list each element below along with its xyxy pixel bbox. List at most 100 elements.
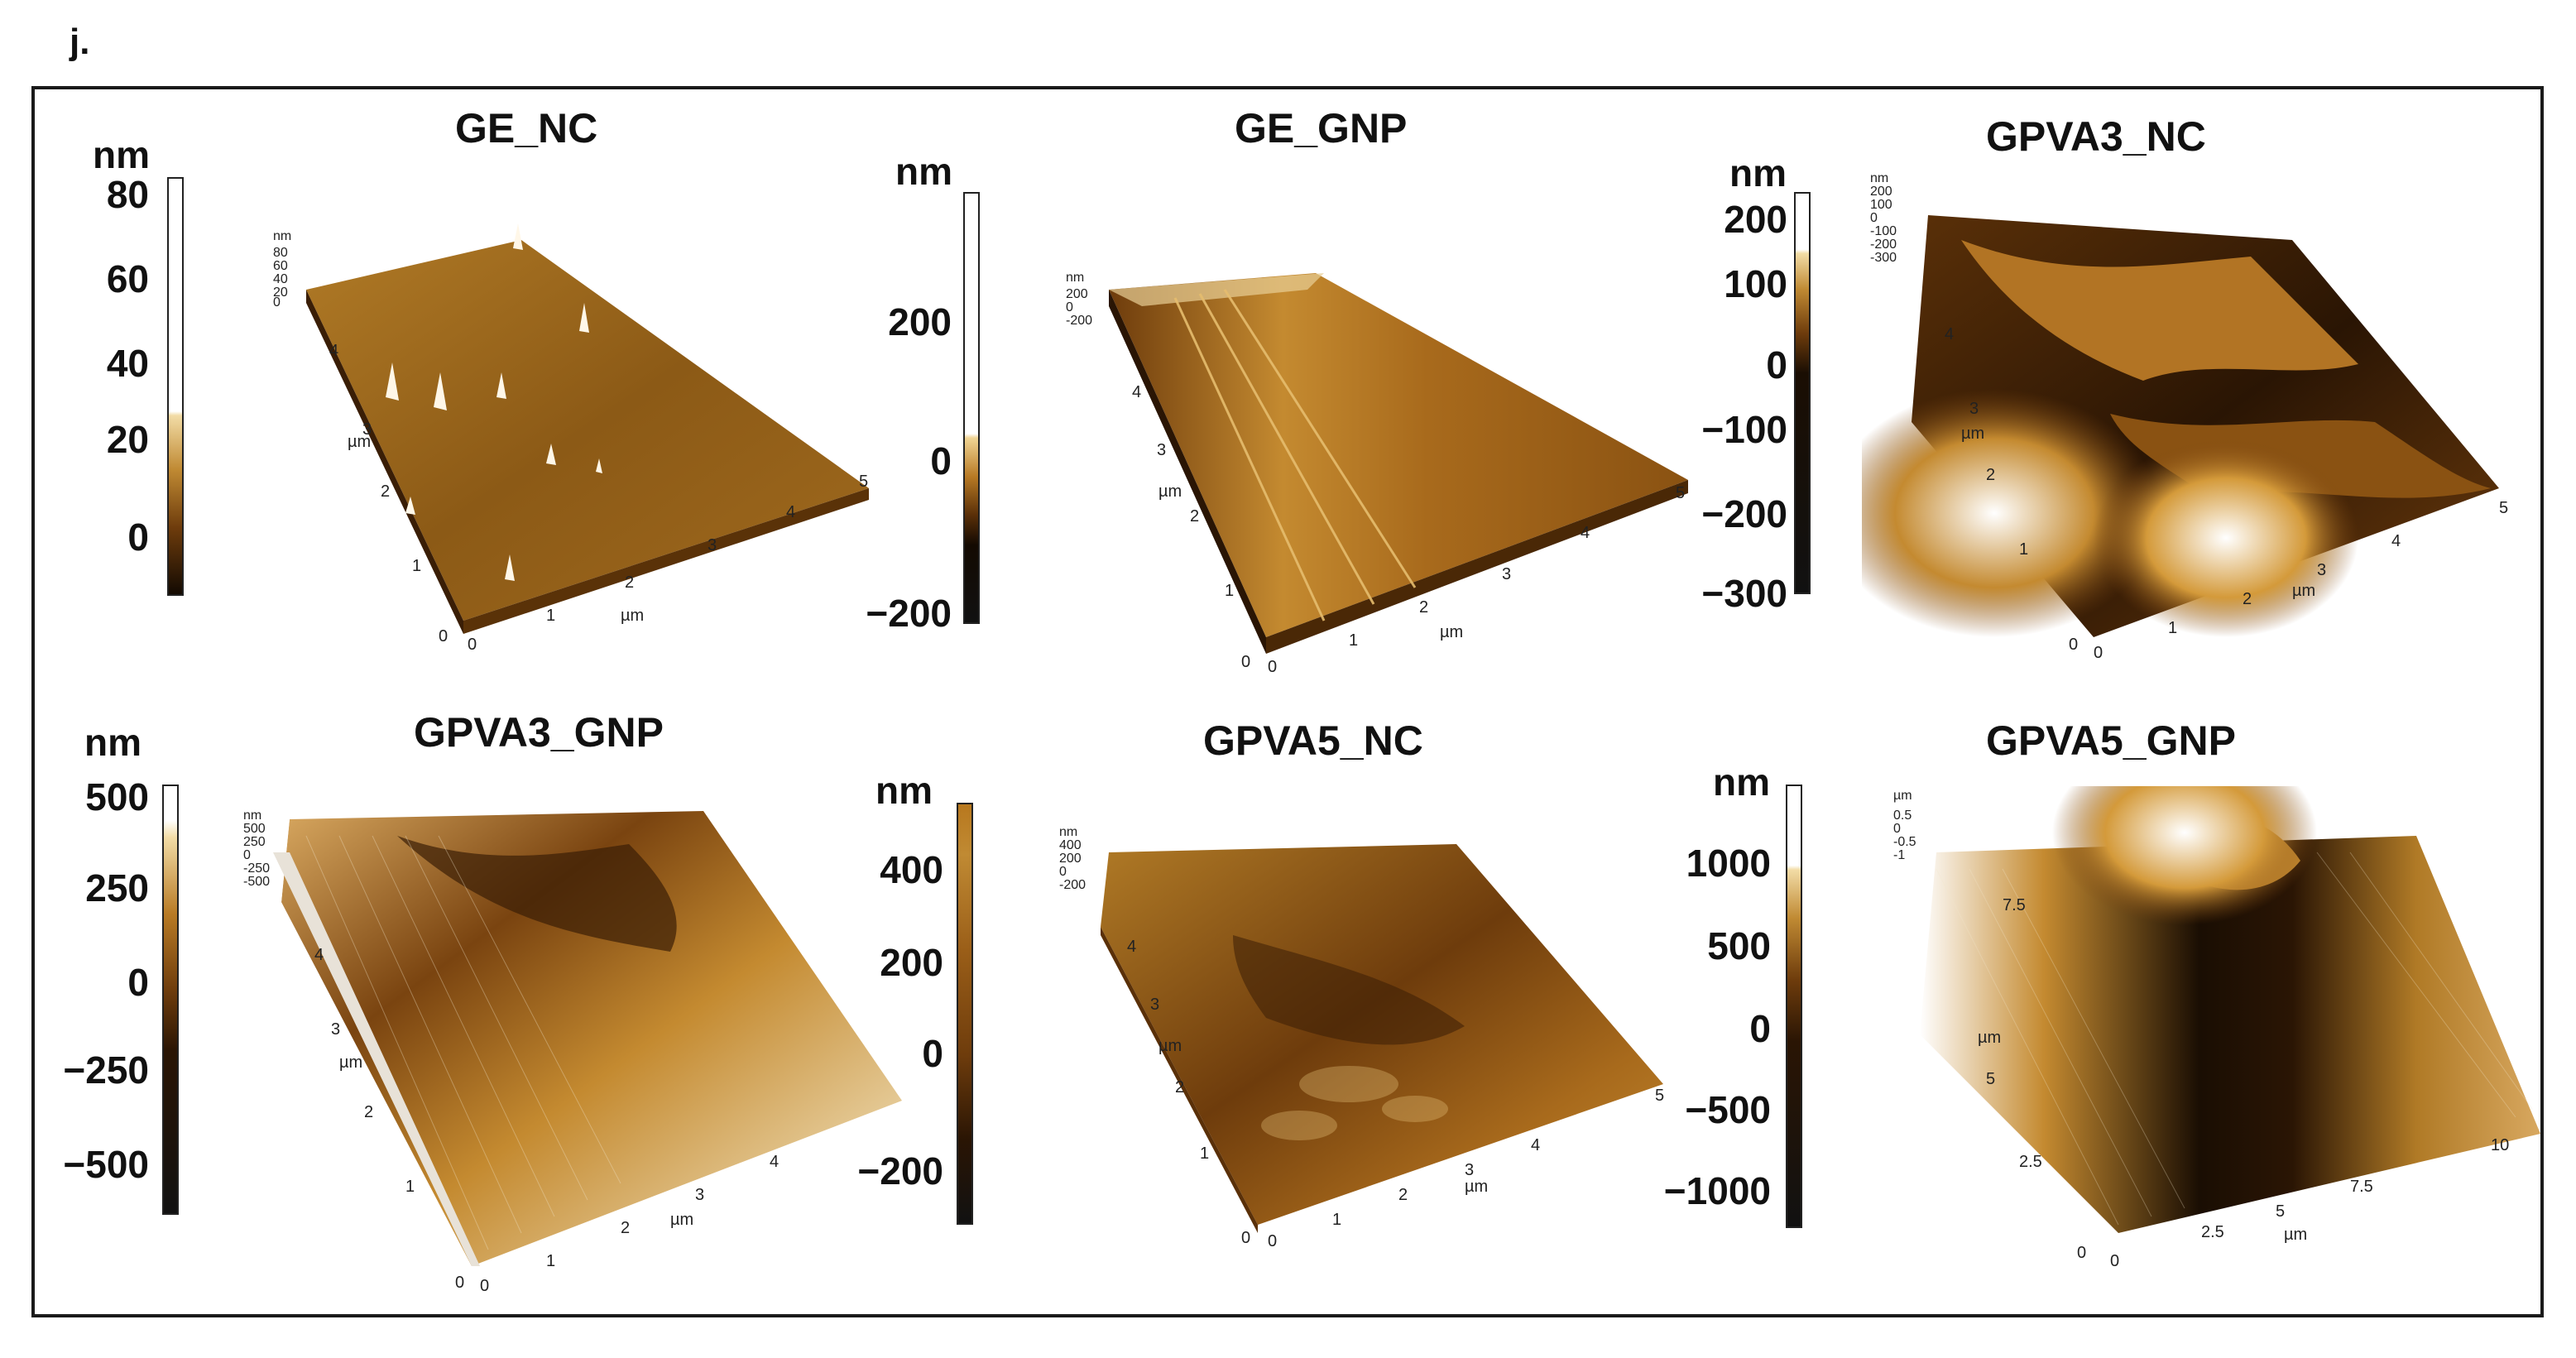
svg-text:0: 0 — [1268, 658, 1277, 676]
svg-text:µm: µm — [348, 433, 371, 451]
svg-text:4: 4 — [314, 946, 324, 964]
svg-text:1: 1 — [405, 1178, 415, 1196]
svg-text:0: 0 — [468, 636, 477, 654]
svg-text:4: 4 — [1531, 1136, 1540, 1154]
svg-text:1: 1 — [1225, 582, 1234, 600]
colorbar-tick: −200 — [1701, 492, 1787, 535]
svg-text:2.5: 2.5 — [2019, 1153, 2042, 1171]
svg-text:1: 1 — [2168, 619, 2177, 637]
svg-text:3: 3 — [1157, 441, 1166, 459]
svg-text:2: 2 — [2243, 590, 2252, 608]
svg-text:2.5: 2.5 — [2201, 1223, 2224, 1241]
svg-text:nm: nm — [273, 229, 291, 243]
colorbar-tick: 100 — [1724, 262, 1787, 305]
svg-text:µm: µm — [1961, 425, 1984, 443]
svg-text:5: 5 — [859, 473, 868, 491]
svg-text:0: 0 — [2069, 636, 2078, 654]
svg-text:1: 1 — [1332, 1211, 1341, 1229]
colorbar-tick: −100 — [1701, 408, 1787, 451]
svg-text:5: 5 — [2499, 499, 2508, 517]
svg-text:µm: µm — [621, 607, 644, 625]
svg-text:10: 10 — [2491, 1136, 2509, 1154]
svg-text:1: 1 — [1200, 1144, 1209, 1163]
colorbar-tick: 200 — [888, 300, 952, 343]
svg-text:4: 4 — [329, 342, 338, 360]
svg-text:µm: µm — [1978, 1029, 2001, 1047]
svg-text:µm: µm — [2284, 1226, 2307, 1244]
svg-text:-300: -300 — [1870, 251, 1897, 265]
svg-text:0: 0 — [480, 1277, 489, 1295]
svg-text:-0.5: -0.5 — [1893, 835, 1916, 849]
svg-text:0: 0 — [1241, 653, 1250, 671]
svg-text:-500: -500 — [243, 875, 270, 889]
colorbar-tick: 400 — [880, 848, 943, 891]
svg-text:3: 3 — [1150, 996, 1159, 1014]
colorbar-tick: 500 — [1707, 924, 1771, 967]
svg-text:-200: -200 — [1066, 314, 1092, 328]
svg-text:4: 4 — [770, 1153, 779, 1171]
svg-text:2: 2 — [381, 482, 390, 501]
svg-text:1: 1 — [1349, 631, 1358, 650]
svg-text:0: 0 — [1059, 865, 1067, 879]
svg-text:400: 400 — [1059, 838, 1082, 852]
svg-text:3: 3 — [1969, 400, 1979, 418]
svg-text:0: 0 — [2110, 1252, 2119, 1270]
colorbar-tick: 250 — [85, 866, 149, 909]
svg-text:250: 250 — [243, 835, 266, 849]
colorbar — [1794, 192, 1811, 594]
colorbar-tick: −1000 — [1663, 1169, 1771, 1212]
svg-text:nm: nm — [1870, 171, 1888, 185]
svg-text:60: 60 — [273, 259, 288, 273]
svg-text:2: 2 — [621, 1219, 630, 1237]
svg-text:3: 3 — [708, 536, 717, 554]
colorbar-tick: 0 — [1749, 1007, 1771, 1050]
colorbar-tick: 1000 — [1686, 842, 1771, 885]
colorbar-tick: 20 — [106, 418, 149, 461]
svg-text:3: 3 — [331, 1020, 340, 1039]
colorbar-tick: 40 — [106, 342, 149, 385]
colorbar-tick: −500 — [63, 1143, 149, 1186]
svg-text:-100: -100 — [1870, 224, 1897, 238]
svg-text:-1: -1 — [1893, 848, 1905, 862]
colorbar-tick: −500 — [1685, 1088, 1771, 1131]
colorbar-tick: 0 — [930, 439, 952, 482]
svg-text:0: 0 — [1066, 300, 1073, 314]
svg-text:µm: µm — [339, 1053, 362, 1072]
svg-text:µm: µm — [2292, 582, 2315, 600]
figure-frame — [31, 86, 2544, 1317]
svg-text:µm: µm — [1158, 482, 1182, 501]
colorbar-tick: 60 — [106, 257, 149, 300]
panel-title: GPVA3_NC — [1986, 113, 2206, 160]
svg-text:µm: µm — [670, 1211, 693, 1229]
svg-text:80: 80 — [273, 246, 288, 260]
svg-text:3: 3 — [1465, 1161, 1474, 1179]
colorbar-unit: nm — [875, 769, 933, 812]
svg-text:7.5: 7.5 — [2350, 1178, 2373, 1196]
svg-text:40: 40 — [273, 272, 288, 286]
svg-text:200: 200 — [1059, 852, 1082, 866]
colorbar-unit: nm — [1713, 761, 1770, 804]
svg-text:0: 0 — [1870, 211, 1878, 225]
svg-text:20: 20 — [273, 286, 288, 300]
svg-text:3: 3 — [362, 420, 372, 439]
svg-text:2: 2 — [1398, 1186, 1408, 1204]
afm-surface-plot: nm 200 0 -200 0 1 2 3 4 5 µm 0 1 2 3 4 µm — [1051, 248, 1713, 679]
svg-text:-200: -200 — [1870, 238, 1897, 252]
svg-text:5: 5 — [1986, 1070, 1995, 1088]
colorbar-tick: 0 — [127, 961, 149, 1004]
svg-text:5: 5 — [1655, 1087, 1664, 1105]
svg-text:2: 2 — [1190, 507, 1199, 525]
svg-text:4: 4 — [2391, 532, 2401, 550]
colorbar-unit: nm — [84, 721, 142, 764]
colorbar-tick: 0 — [127, 516, 149, 559]
svg-text:µm: µm — [1893, 789, 1912, 803]
svg-text:3: 3 — [695, 1186, 704, 1204]
svg-text:100: 100 — [1870, 198, 1892, 212]
colorbar-tick: −300 — [1701, 572, 1787, 615]
colorbar-tick: −200 — [857, 1149, 943, 1192]
svg-text:-200: -200 — [1059, 878, 1086, 892]
svg-text:500: 500 — [243, 822, 266, 836]
svg-text:0.5: 0.5 — [1893, 809, 1912, 823]
colorbar — [957, 803, 973, 1225]
svg-text:0: 0 — [1241, 1229, 1250, 1247]
